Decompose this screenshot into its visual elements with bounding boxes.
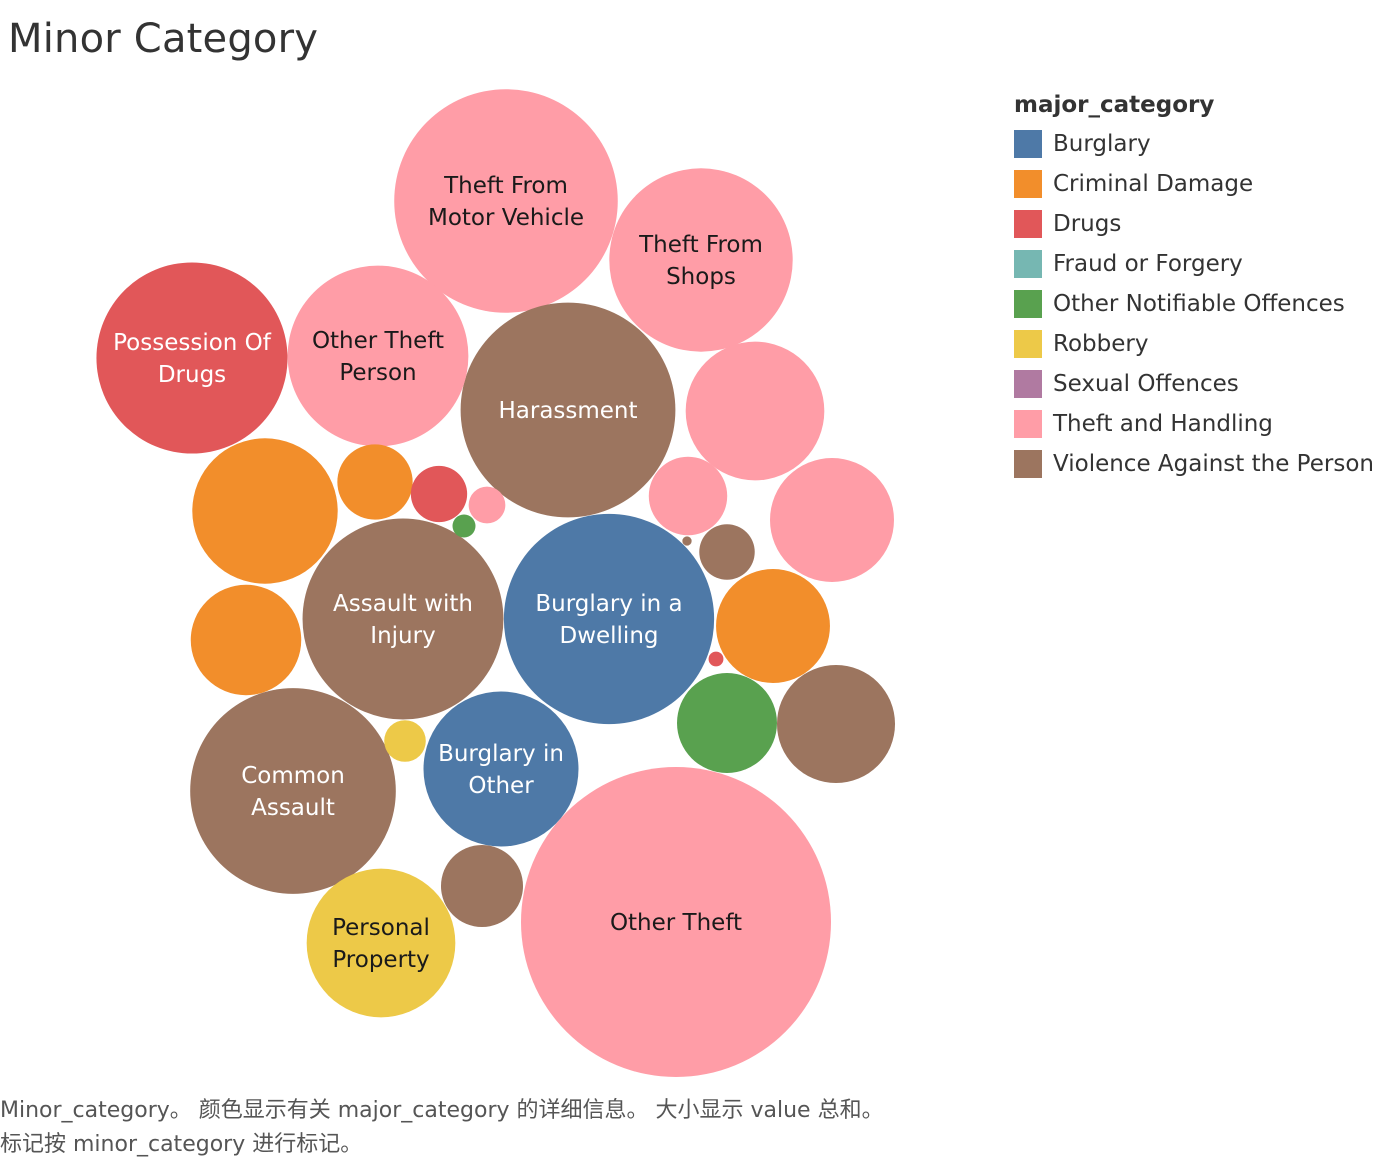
legend-item-other-notifiable-offences[interactable]: Other Notifiable Offences bbox=[1014, 284, 1374, 324]
bubble-chart: Other Theft Theft From Motor Vehicle Harass… bbox=[96, 89, 896, 1077]
bubble-assault-with-injury[interactable] bbox=[302, 518, 504, 720]
bubble-violence-against-the-person-27[interactable] bbox=[682, 536, 692, 546]
bubble-theft-from-shops[interactable] bbox=[609, 168, 793, 352]
legend-label: Drugs bbox=[1053, 211, 1122, 237]
bubble-label: Other bbox=[468, 773, 534, 799]
legend-swatch-theft-and-handling bbox=[1014, 410, 1042, 438]
bubble-burglary-in-other[interactable] bbox=[423, 691, 579, 847]
bubble-criminal-damage-20[interactable] bbox=[337, 444, 413, 520]
caption-line-1: Minor_category。 颜色显示有关 major_category 的详… bbox=[0, 1098, 884, 1123]
legend-label: Robbery bbox=[1053, 331, 1149, 357]
bubble-label: Drugs bbox=[158, 362, 226, 388]
bubble-theft-and-handling-13[interactable] bbox=[770, 458, 894, 582]
legend: major_category Burglary Criminal Damage … bbox=[1014, 92, 1374, 484]
caption-line-2: 标记按 minor_category 进行标记。 bbox=[0, 1132, 363, 1157]
bubble-other-notifiable-offences-25[interactable] bbox=[452, 514, 476, 538]
bubble-label: Person bbox=[339, 360, 416, 386]
legend-item-fraud-or-forgery[interactable]: Fraud or Forgery bbox=[1014, 244, 1374, 284]
bubble-label: Burglary in bbox=[438, 741, 564, 767]
bubble-theft-and-handling-19[interactable] bbox=[648, 456, 728, 536]
legend-item-burglary[interactable]: Burglary bbox=[1014, 124, 1374, 164]
bubble-burglary-in-a-dwelling[interactable] bbox=[503, 513, 715, 725]
legend-swatch-burglary bbox=[1014, 130, 1042, 158]
legend-item-sexual-offences[interactable]: Sexual Offences bbox=[1014, 364, 1374, 404]
bubble-label: Burglary in a bbox=[535, 591, 682, 617]
bubble-label: Other Theft bbox=[610, 910, 742, 936]
bubble-label: Theft From bbox=[443, 173, 568, 199]
bubble-label: Personal bbox=[332, 915, 430, 941]
bubble-criminal-damage-16[interactable] bbox=[190, 584, 302, 696]
bubble-criminal-damage-11[interactable] bbox=[192, 438, 338, 584]
bubble-label: Assault with bbox=[333, 591, 473, 617]
bubble-theft-from-motor-vehicle[interactable] bbox=[394, 89, 618, 313]
bubble-label: Injury bbox=[370, 623, 435, 649]
legend-label: Fraud or Forgery bbox=[1053, 251, 1243, 277]
bubble-drugs-21[interactable] bbox=[410, 465, 468, 523]
bubble-label: Shops bbox=[666, 264, 736, 290]
bubble-harassment[interactable] bbox=[460, 302, 676, 518]
legend-item-drugs[interactable]: Drugs bbox=[1014, 204, 1374, 244]
bubble-possession-of-drugs[interactable] bbox=[96, 262, 288, 454]
bubble-criminal-damage-15[interactable] bbox=[716, 569, 830, 683]
legend-swatch-other-notifiable-offences bbox=[1014, 290, 1042, 318]
bubble-label: Possession Of bbox=[113, 330, 272, 356]
bubble-label: Property bbox=[332, 947, 429, 973]
legend-item-theft-and-handling[interactable]: Theft and Handling bbox=[1014, 404, 1374, 444]
bubble-violence-against-the-person-14[interactable] bbox=[776, 664, 896, 784]
bubble-label: Other Theft bbox=[312, 328, 444, 354]
bubble-robbery-23[interactable] bbox=[384, 720, 426, 762]
legend-label: Burglary bbox=[1053, 131, 1151, 157]
chart-caption: Minor_category。 颜色显示有关 major_category 的详… bbox=[0, 1094, 1370, 1162]
bubble-label: Common bbox=[241, 763, 345, 789]
bubble-label: Harassment bbox=[498, 398, 637, 424]
legend-swatch-fraud-or-forgery bbox=[1014, 250, 1042, 278]
legend-item-criminal-damage[interactable]: Criminal Damage bbox=[1014, 164, 1374, 204]
legend-label: Other Notifiable Offences bbox=[1053, 291, 1345, 317]
bubble-drugs-26[interactable] bbox=[708, 651, 724, 667]
legend-swatch-criminal-damage bbox=[1014, 170, 1042, 198]
legend-label: Criminal Damage bbox=[1053, 171, 1254, 197]
bubble-common-assault[interactable] bbox=[190, 688, 396, 894]
legend-item-robbery[interactable]: Robbery bbox=[1014, 324, 1374, 364]
bubble-other-theft[interactable] bbox=[521, 767, 831, 1077]
bubble-label: Theft From bbox=[638, 232, 763, 258]
legend-label: Violence Against the Person bbox=[1053, 451, 1374, 477]
legend-swatch-drugs bbox=[1014, 210, 1042, 238]
legend-swatch-robbery bbox=[1014, 330, 1042, 358]
legend-title: major_category bbox=[1014, 92, 1215, 118]
bubble-theft-and-handling-12[interactable] bbox=[685, 341, 825, 481]
legend-label: Theft and Handling bbox=[1053, 411, 1273, 437]
bubble-other-notifiable-offences-17[interactable] bbox=[677, 673, 777, 773]
legend-label: Sexual Offences bbox=[1053, 371, 1239, 397]
bubble-group: Other Theft Theft From Motor Vehicle Harass… bbox=[96, 89, 896, 1077]
bubble-label: Motor Vehicle bbox=[428, 205, 584, 231]
bubble-label: Dwelling bbox=[559, 623, 658, 649]
legend-swatch-sexual-offences bbox=[1014, 370, 1042, 398]
bubble-label: Assault bbox=[251, 795, 335, 821]
legend-item-violence-against-the-person[interactable]: Violence Against the Person bbox=[1014, 444, 1374, 484]
bubble-violence-against-the-person-18[interactable] bbox=[440, 844, 524, 928]
bubble-other-theft-person[interactable] bbox=[287, 265, 469, 447]
bubble-personal-property[interactable] bbox=[306, 868, 456, 1018]
bubble-theft-and-handling-24[interactable] bbox=[468, 486, 506, 524]
chart-title: Minor Category bbox=[8, 16, 319, 62]
bubble-violence-against-the-person-22[interactable] bbox=[699, 524, 755, 580]
legend-swatch-violence-against-the-person bbox=[1014, 450, 1042, 478]
